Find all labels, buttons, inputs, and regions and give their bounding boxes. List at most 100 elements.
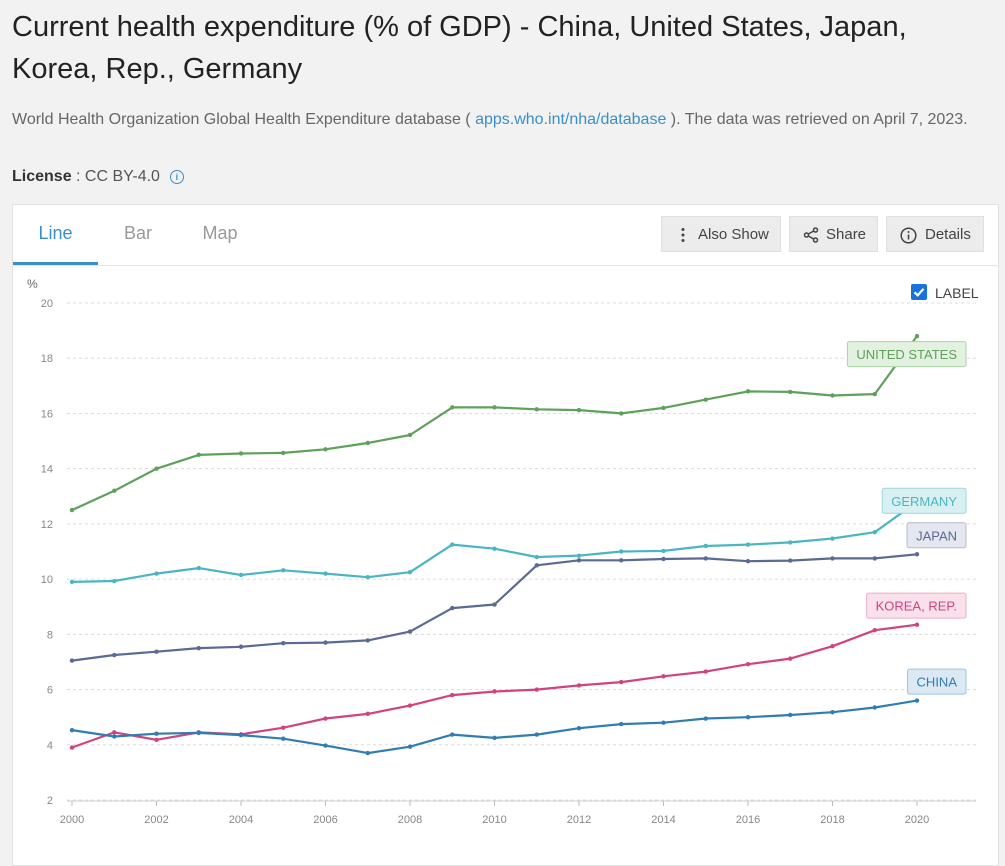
source-link[interactable]: apps.who.int/nha/database — [475, 111, 667, 128]
data-point-united-states — [788, 389, 793, 395]
data-point-japan — [112, 652, 117, 658]
data-point-germany — [661, 548, 666, 554]
data-point-united-states — [703, 397, 708, 402]
data-point-germany — [872, 529, 877, 535]
y-tick-label: 16 — [41, 408, 53, 420]
data-point-china — [830, 709, 835, 715]
y-tick-label: 6 — [47, 685, 53, 697]
data-point-germany — [407, 570, 413, 575]
data-point-united-states — [281, 450, 286, 456]
y-tick-label: 12 — [41, 519, 53, 531]
data-point-japan — [788, 558, 793, 563]
data-point-united-states — [69, 507, 75, 513]
data-point-korea-rep — [154, 737, 159, 743]
data-point-korea-rep — [788, 656, 793, 661]
also-show-label: Also Show — [698, 226, 769, 243]
data-point-united-states — [238, 451, 244, 456]
y-tick-label: 2 — [47, 795, 53, 807]
source-suffix: ). The data was retrieved on April 7, 20… — [666, 111, 968, 128]
y-tick-label: 20 — [41, 298, 53, 310]
data-point-japan — [619, 558, 624, 563]
data-point-germany — [365, 574, 370, 580]
data-point-japan — [238, 644, 244, 649]
share-button[interactable]: Share — [789, 216, 878, 252]
data-point-united-states — [323, 447, 328, 452]
license-label: License — [12, 168, 72, 185]
data-point-china — [576, 726, 582, 731]
data-point-japan — [365, 638, 370, 643]
series-line-korea-rep — [71, 623, 918, 749]
data-point-korea-rep — [914, 622, 920, 627]
y-tick-label: 18 — [41, 353, 53, 365]
data-point-united-states — [661, 405, 666, 411]
y-tick-label: 8 — [47, 629, 53, 641]
series-label-korea-rep: KOREA, REP. — [876, 599, 957, 614]
also-show-button[interactable]: Also Show — [661, 216, 781, 252]
data-point-korea-rep — [492, 689, 497, 694]
x-tick-label: 2016 — [736, 814, 760, 826]
series-label-box-korea-rep — [866, 592, 967, 619]
data-point-united-states — [914, 333, 920, 339]
x-tick-label: 2006 — [313, 814, 337, 826]
data-point-japan — [703, 556, 708, 561]
data-point-japan — [69, 658, 75, 663]
data-point-china — [914, 698, 920, 703]
data-point-united-states — [576, 407, 582, 413]
data-point-china — [534, 732, 539, 737]
x-tick-label: 2018 — [820, 814, 844, 826]
data-point-korea-rep — [872, 627, 877, 633]
details-button[interactable]: Details — [886, 216, 984, 252]
line-chart: % 2 4 6 8 10 12 14 16 18 20 2000 2002 2004 2006 2008 201… — [27, 277, 976, 826]
data-point-united-states — [492, 405, 497, 410]
label-checkbox[interactable] — [911, 284, 927, 300]
data-point-united-states — [112, 488, 117, 493]
data-point-germany — [323, 571, 328, 576]
series-label-box-united-states — [846, 341, 967, 368]
data-point-united-states — [365, 440, 370, 446]
tab-map[interactable]: Map — [202, 223, 238, 243]
data-point-united-states — [745, 389, 751, 394]
data-point-japan — [914, 552, 920, 557]
data-point-korea-rep — [281, 725, 286, 730]
x-tick-label: 2020 — [905, 814, 929, 826]
x-tick-label: 2000 — [60, 814, 84, 826]
x-tick-label: 2008 — [398, 814, 422, 826]
license-value: : CC BY-4.0 — [71, 168, 160, 185]
tab-line[interactable]: Line — [13, 205, 98, 265]
data-point-germany — [196, 565, 201, 571]
data-point-japan — [154, 649, 159, 654]
data-point-china — [365, 750, 370, 756]
data-point-germany — [788, 540, 793, 545]
data-point-japan — [661, 556, 666, 562]
data-point-korea-rep — [619, 679, 624, 685]
data-point-germany — [619, 549, 624, 554]
data-point-korea-rep — [365, 711, 370, 717]
data-point-germany — [154, 571, 159, 576]
data-point-united-states — [534, 407, 539, 412]
info-icon[interactable]: i — [169, 170, 184, 184]
x-tick-label: 2014 — [651, 814, 675, 826]
data-point-china — [69, 727, 75, 733]
data-point-china — [112, 734, 117, 739]
license: License : CC BY-4.0 i — [12, 164, 184, 190]
data-point-germany — [69, 579, 75, 585]
series-line-united-states — [71, 335, 918, 512]
data-point-china — [745, 714, 751, 720]
data-point-japan — [534, 563, 539, 568]
data-point-germany — [112, 578, 117, 584]
data-point-japan — [872, 556, 877, 561]
checkmark-icon — [913, 288, 925, 297]
data-point-china — [872, 705, 877, 710]
series-label-box-japan — [906, 522, 967, 549]
data-point-japan — [830, 556, 835, 561]
data-point-germany — [703, 543, 708, 549]
label-toggle-text: LABEL — [935, 285, 979, 301]
data-point-china — [788, 712, 793, 718]
source-prefix: World Health Organization Global Health … — [12, 111, 476, 128]
data-point-united-states — [872, 391, 877, 397]
tab-bar[interactable]: Bar — [123, 223, 152, 243]
data-point-united-states — [154, 466, 159, 471]
data-point-china — [281, 736, 286, 741]
data-point-united-states — [450, 405, 455, 410]
data-point-germany — [830, 536, 835, 541]
